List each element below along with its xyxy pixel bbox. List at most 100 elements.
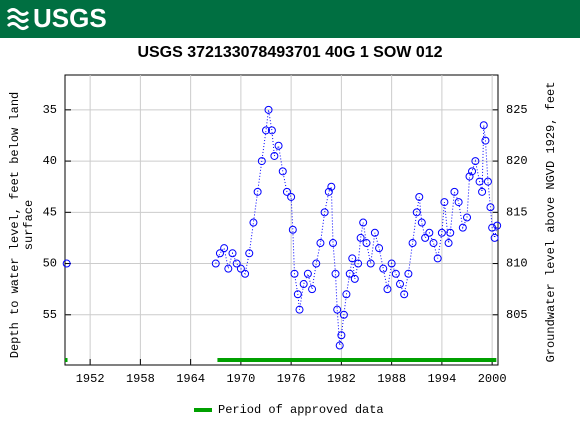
data-point <box>412 208 421 217</box>
data-point <box>320 208 329 217</box>
data-point <box>249 218 258 227</box>
data-point <box>417 218 426 227</box>
data-point <box>479 121 488 130</box>
data-point <box>490 233 499 242</box>
data-point <box>387 259 396 268</box>
data-point <box>299 280 308 289</box>
x-tick-label: 1952 <box>76 372 105 386</box>
data-point <box>383 285 392 294</box>
data-point <box>270 151 279 160</box>
y-axis-label: surface <box>22 200 36 250</box>
data-point <box>245 249 254 258</box>
data-point <box>354 259 363 268</box>
data-point <box>481 136 490 145</box>
data-point <box>391 269 400 278</box>
data-point <box>228 249 237 258</box>
data-point <box>379 264 388 273</box>
x-tick-label: 1970 <box>226 372 255 386</box>
y-tick-label: 35 <box>43 103 57 117</box>
x-tick-label: 1988 <box>377 372 406 386</box>
y-axis-label: Depth to water level, feet below land <box>8 92 22 358</box>
data-point <box>370 228 379 237</box>
data-point <box>211 259 220 268</box>
y-tick-label: 40 <box>43 154 57 168</box>
y-tick-label: 50 <box>43 257 57 271</box>
data-point <box>267 126 276 135</box>
data-point <box>400 290 409 299</box>
y2-tick-label: 815 <box>506 205 528 219</box>
data-point <box>444 239 453 248</box>
y-tick-label: 55 <box>43 308 57 322</box>
x-tick-label: 1976 <box>277 372 306 386</box>
data-point <box>295 305 304 314</box>
data-point <box>486 203 495 212</box>
data-point <box>62 259 71 268</box>
data-point <box>440 198 449 207</box>
header-bar <box>0 0 580 38</box>
data-point <box>257 157 266 166</box>
data-point <box>345 269 354 278</box>
data-point <box>493 221 502 230</box>
data-point <box>262 126 271 135</box>
data-point <box>429 239 438 248</box>
y2-tick-label: 825 <box>506 103 528 117</box>
data-point <box>375 244 384 253</box>
data-point <box>475 177 484 186</box>
data-point <box>278 167 287 176</box>
y2-tick-label: 820 <box>506 154 528 168</box>
data-point <box>253 187 262 196</box>
data-point <box>425 228 434 237</box>
data-point <box>331 269 340 278</box>
legend-swatch <box>194 408 212 412</box>
data-point <box>446 228 455 237</box>
series-line <box>215 109 498 346</box>
data-point <box>224 264 233 273</box>
data-point <box>356 233 365 242</box>
data-point <box>478 187 487 196</box>
data-point <box>316 239 325 248</box>
data-point <box>287 192 296 201</box>
data-point <box>463 213 472 222</box>
data-point <box>483 177 492 186</box>
data-point <box>468 167 477 176</box>
data-point <box>288 225 297 234</box>
data-point <box>362 239 371 248</box>
data-point <box>303 269 312 278</box>
data-point <box>471 157 480 166</box>
data-point <box>433 254 442 263</box>
data-point <box>232 259 241 268</box>
x-tick-label: 1994 <box>427 372 456 386</box>
y2-tick-label: 810 <box>506 257 528 271</box>
data-point <box>458 223 467 232</box>
y2-tick-label: 805 <box>506 308 528 322</box>
data-point <box>312 259 321 268</box>
data-point <box>236 264 245 273</box>
plot-area <box>64 74 499 366</box>
data-point <box>415 192 424 201</box>
x-tick-label: 1958 <box>126 372 155 386</box>
x-tick-label: 2000 <box>478 372 507 386</box>
approved-period <box>217 358 497 362</box>
data-point <box>408 239 417 248</box>
legend-label: Period of approved data <box>218 403 384 417</box>
data-point <box>437 228 446 237</box>
chart-title: USGS 372133078493701 40G 1 SOW 012 <box>137 44 442 61</box>
data-point <box>404 269 413 278</box>
logo-mark <box>6 8 30 30</box>
y2-axis-label: Groundwater level above NGVD 1929, feet <box>544 82 558 363</box>
data-point <box>337 331 346 340</box>
x-tick-label: 1964 <box>176 372 205 386</box>
data-point <box>215 249 224 258</box>
data-point <box>339 310 348 319</box>
data-point <box>342 290 351 299</box>
data-point <box>421 233 430 242</box>
logo-text: USGS <box>33 3 107 33</box>
data-point <box>335 341 344 350</box>
data-point <box>290 269 299 278</box>
data-point <box>396 280 405 289</box>
data-point <box>359 218 368 227</box>
data-point <box>329 239 338 248</box>
y-tick-label: 45 <box>43 205 57 219</box>
approved-period <box>65 358 68 362</box>
